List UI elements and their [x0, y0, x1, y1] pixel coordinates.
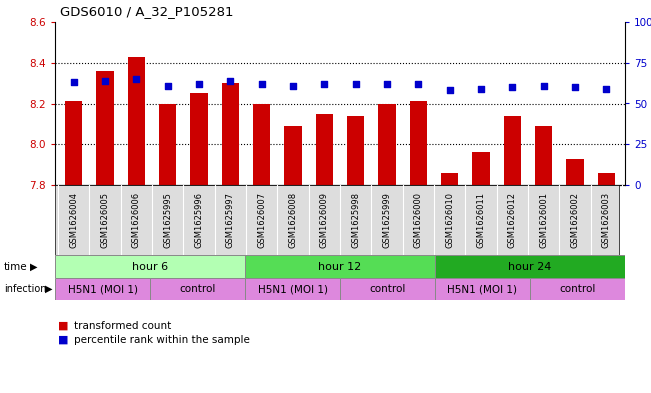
- Bar: [191, 93, 208, 185]
- Bar: [316, 114, 333, 185]
- Text: control: control: [559, 284, 596, 294]
- Text: percentile rank within the sample: percentile rank within the sample: [74, 335, 250, 345]
- Point: [476, 86, 486, 92]
- Bar: [150, 278, 245, 300]
- Point: [570, 84, 580, 90]
- Bar: [96, 71, 114, 185]
- Text: GSM1626000: GSM1626000: [414, 192, 422, 248]
- Bar: [284, 126, 301, 185]
- Text: GSM1626011: GSM1626011: [477, 192, 486, 248]
- Bar: [435, 278, 530, 300]
- Text: ■: ■: [58, 321, 68, 331]
- Text: control: control: [369, 284, 406, 294]
- Text: GSM1626009: GSM1626009: [320, 192, 329, 248]
- Bar: [435, 255, 625, 278]
- Point: [445, 87, 455, 94]
- Point: [413, 81, 424, 87]
- Text: GSM1626006: GSM1626006: [132, 192, 141, 248]
- Text: H5N1 (MOI 1): H5N1 (MOI 1): [68, 284, 137, 294]
- Text: GSM1625996: GSM1625996: [195, 192, 204, 248]
- Text: GSM1625998: GSM1625998: [351, 192, 360, 248]
- Point: [132, 76, 142, 82]
- Bar: [340, 278, 435, 300]
- Text: H5N1 (MOI 1): H5N1 (MOI 1): [447, 284, 518, 294]
- Text: GSM1625995: GSM1625995: [163, 192, 173, 248]
- Bar: [253, 103, 270, 185]
- Bar: [530, 278, 625, 300]
- Text: GSM1626007: GSM1626007: [257, 192, 266, 248]
- Text: GSM1626012: GSM1626012: [508, 192, 517, 248]
- Text: hour 24: hour 24: [508, 261, 551, 272]
- Text: GSM1626004: GSM1626004: [69, 192, 78, 248]
- Point: [350, 81, 361, 87]
- Text: control: control: [179, 284, 215, 294]
- Bar: [504, 116, 521, 185]
- Bar: [409, 101, 427, 185]
- Point: [319, 81, 329, 87]
- Bar: [598, 173, 615, 185]
- Text: GSM1626002: GSM1626002: [570, 192, 579, 248]
- Text: GSM1626001: GSM1626001: [539, 192, 548, 248]
- Text: H5N1 (MOI 1): H5N1 (MOI 1): [258, 284, 327, 294]
- Point: [256, 81, 267, 87]
- Bar: [245, 278, 340, 300]
- Text: hour 12: hour 12: [318, 261, 361, 272]
- Text: transformed count: transformed count: [74, 321, 171, 331]
- Text: GSM1626010: GSM1626010: [445, 192, 454, 248]
- Point: [194, 81, 204, 87]
- Text: GSM1626005: GSM1626005: [101, 192, 109, 248]
- Bar: [473, 152, 490, 185]
- Text: GDS6010 / A_32_P105281: GDS6010 / A_32_P105281: [60, 5, 234, 18]
- Text: ▶: ▶: [45, 284, 53, 294]
- Point: [507, 84, 518, 90]
- Text: ■: ■: [58, 335, 68, 345]
- Text: ▶: ▶: [30, 261, 38, 272]
- Bar: [347, 116, 365, 185]
- Text: time: time: [4, 261, 27, 272]
- Bar: [128, 57, 145, 185]
- Point: [288, 83, 298, 89]
- Text: infection: infection: [4, 284, 46, 294]
- Bar: [222, 83, 239, 185]
- Bar: [566, 158, 583, 185]
- Bar: [441, 173, 458, 185]
- Bar: [55, 255, 245, 278]
- Text: GSM1625999: GSM1625999: [383, 192, 391, 248]
- Text: GSM1626008: GSM1626008: [288, 192, 298, 248]
- Bar: [159, 103, 176, 185]
- Bar: [378, 103, 396, 185]
- Bar: [65, 101, 83, 185]
- Point: [601, 86, 611, 92]
- Point: [68, 79, 79, 85]
- Bar: [245, 255, 435, 278]
- Text: GSM1626003: GSM1626003: [602, 192, 611, 248]
- Point: [538, 83, 549, 89]
- Text: GSM1625997: GSM1625997: [226, 192, 235, 248]
- Bar: [55, 278, 150, 300]
- Point: [381, 81, 392, 87]
- Bar: [535, 126, 552, 185]
- Text: hour 6: hour 6: [132, 261, 168, 272]
- Point: [225, 77, 236, 84]
- Point: [163, 83, 173, 89]
- Point: [100, 77, 110, 84]
